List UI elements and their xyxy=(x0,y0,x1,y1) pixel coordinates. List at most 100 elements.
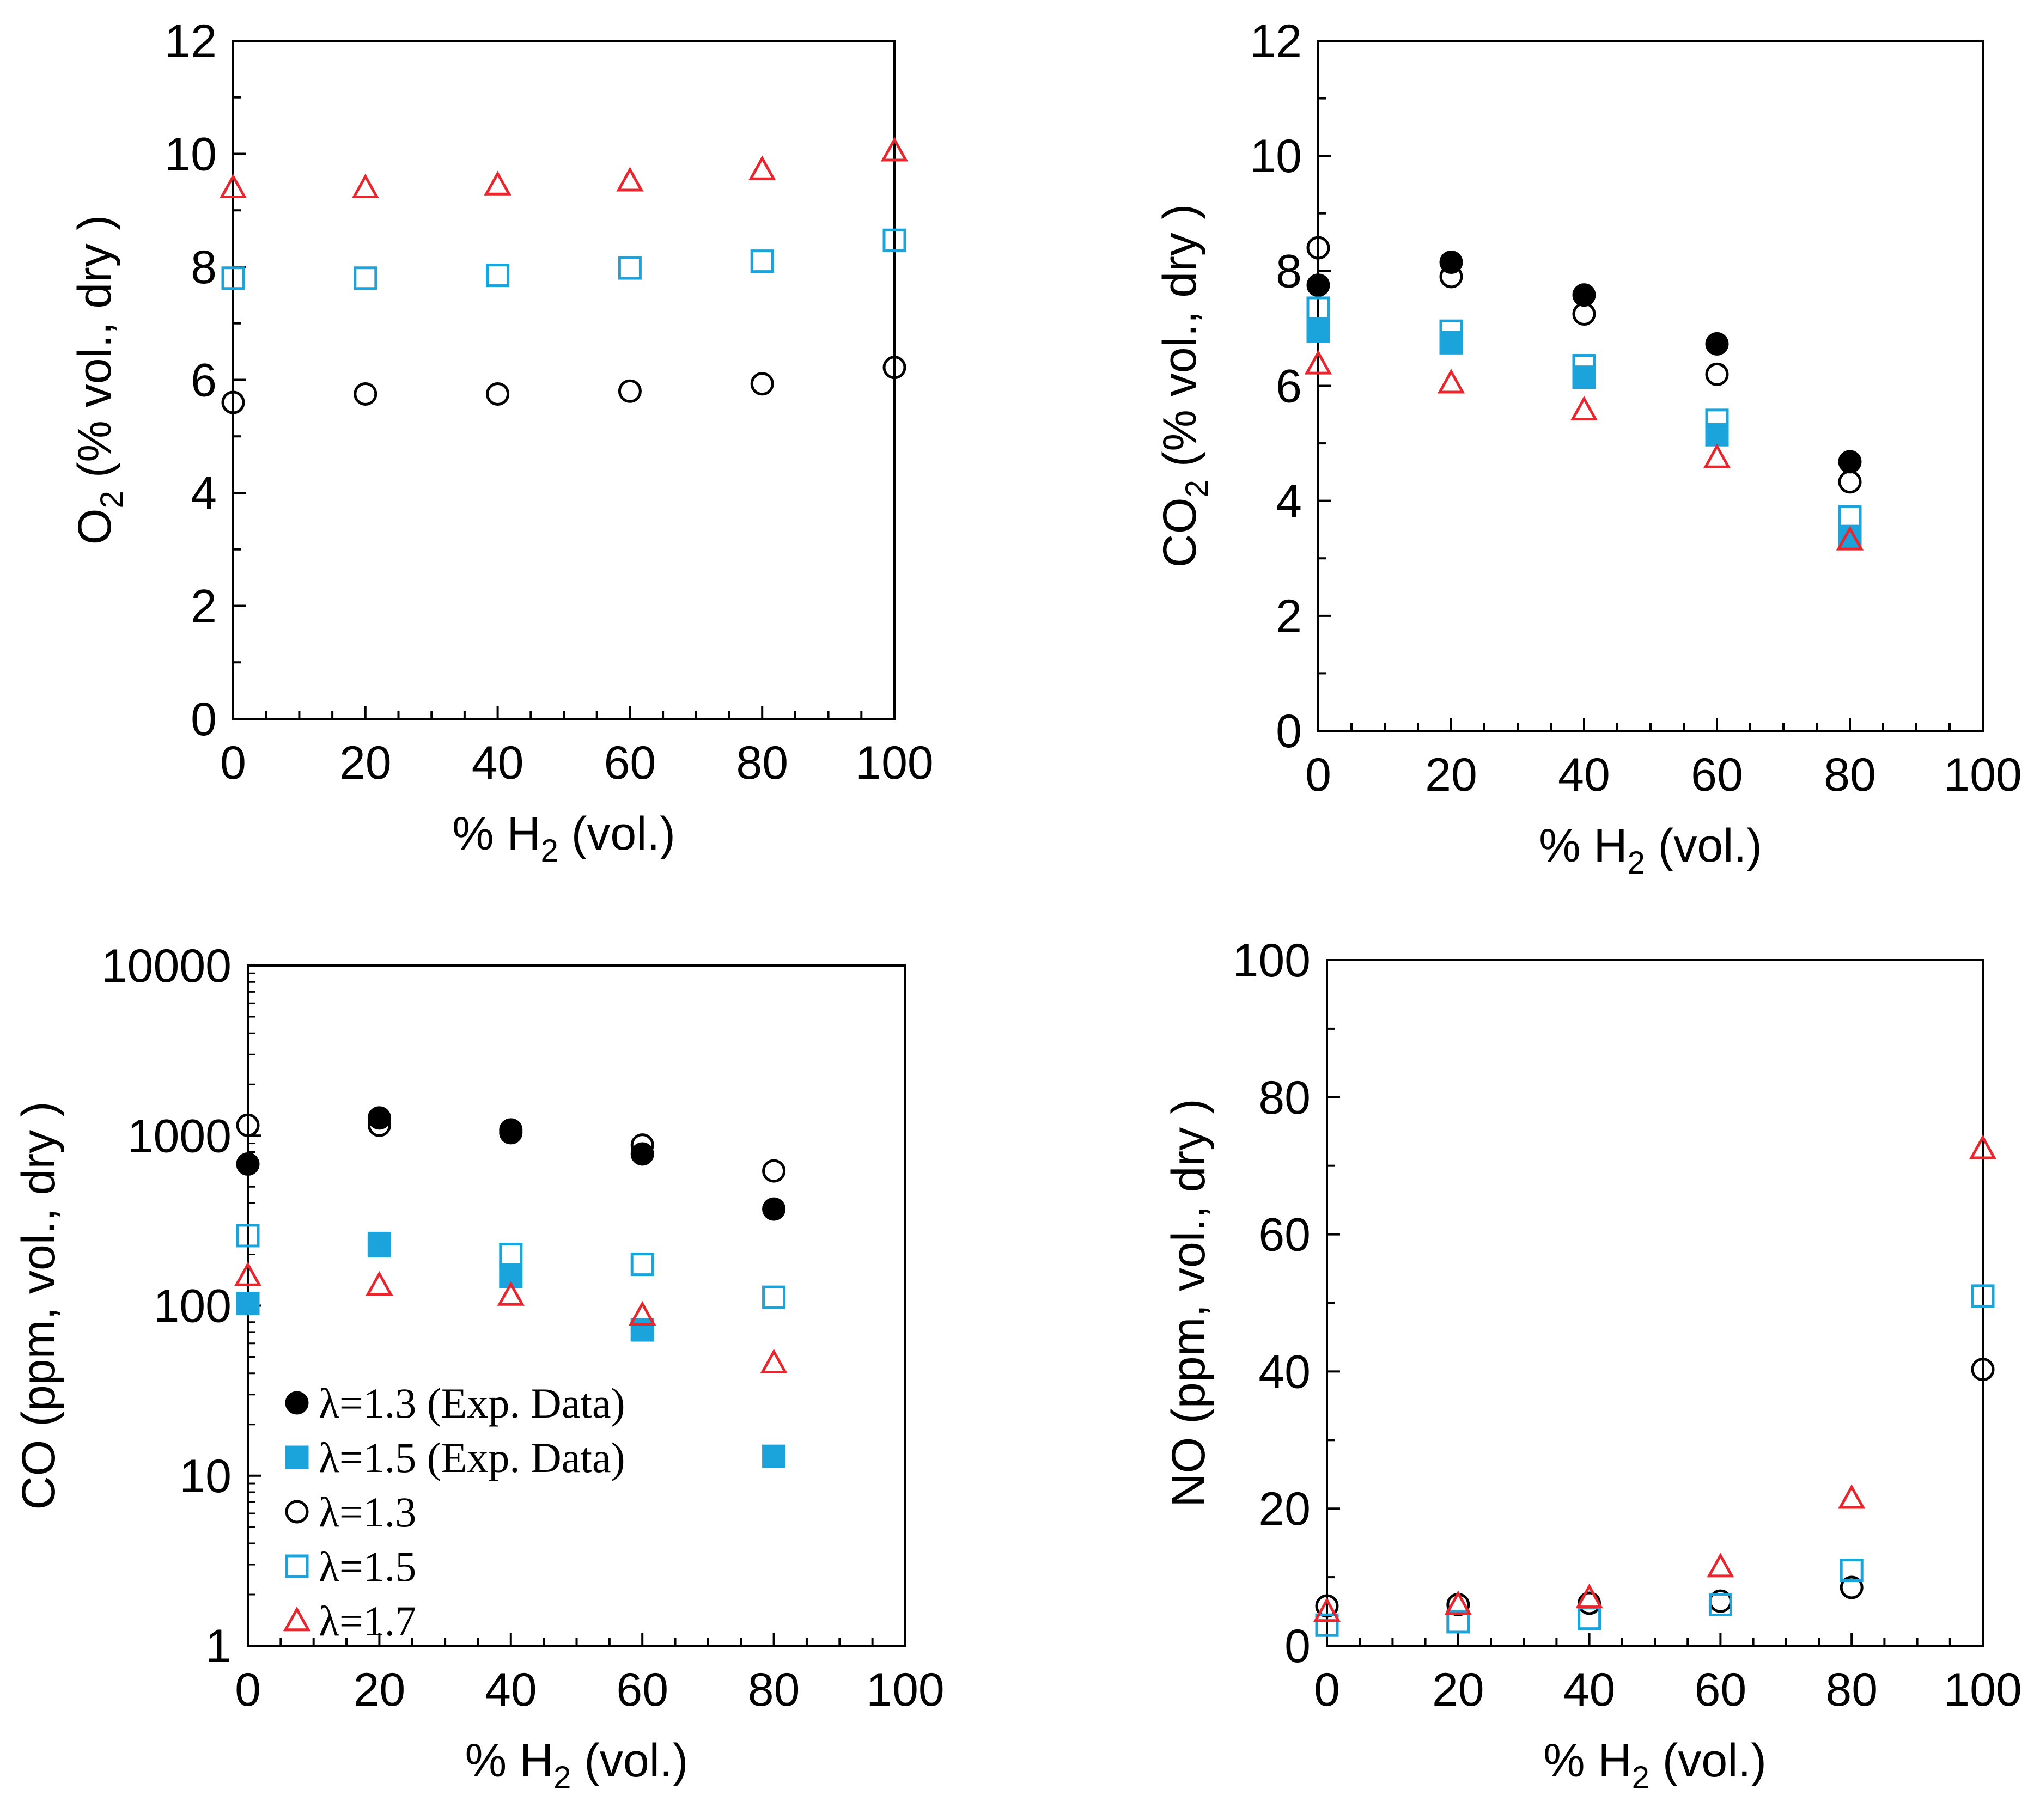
x-tick-label: 60 xyxy=(616,1664,668,1716)
data-point xyxy=(630,1318,654,1342)
y-axis-label: O2 (% vol., dry ) xyxy=(69,215,130,545)
series-open-square xyxy=(236,1224,786,1309)
data-point xyxy=(234,1261,262,1286)
y-tick-label: 2 xyxy=(191,581,217,633)
x-tick-label: 80 xyxy=(1824,749,1876,801)
x-tick-label: 40 xyxy=(485,1664,537,1716)
data-point xyxy=(618,256,642,280)
data-point xyxy=(1437,369,1465,394)
legend-item: λ=1.3 xyxy=(285,1488,416,1536)
x-tick-label: 100 xyxy=(1944,749,2022,801)
data-point xyxy=(750,372,774,396)
data-point xyxy=(1306,319,1330,343)
data-point xyxy=(1971,1358,1995,1382)
y-tick-label: 10 xyxy=(1250,130,1302,182)
y-axis-label: CO (ppm, vol., dry ) xyxy=(13,1101,65,1510)
y-tick-label: 6 xyxy=(1276,361,1302,413)
data-point xyxy=(1705,362,1729,386)
data-point xyxy=(1315,1613,1339,1637)
data-point xyxy=(630,1142,654,1166)
legend-item: λ=1.7 xyxy=(283,1597,416,1645)
data-point xyxy=(1971,1284,1995,1308)
data-point xyxy=(499,1118,523,1142)
data-point xyxy=(1575,1583,1603,1609)
y-tick-label: 6 xyxy=(191,355,217,407)
data-point xyxy=(236,1152,260,1176)
data-point xyxy=(236,1291,260,1315)
data-point xyxy=(1313,1597,1341,1622)
legend-label: λ=1.3 (Exp. Data) xyxy=(319,1379,625,1427)
data-point xyxy=(486,264,510,288)
data-point xyxy=(762,1444,786,1468)
data-point xyxy=(367,1113,391,1137)
y-tick-label: 10000 xyxy=(101,940,232,992)
y-tick-label: 2 xyxy=(1276,590,1302,643)
series-open-circle xyxy=(236,1113,786,1183)
data-point xyxy=(748,155,776,180)
data-point xyxy=(1306,296,1330,320)
x-tick-label: 20 xyxy=(1432,1664,1484,1716)
legend-item: λ=1.5 xyxy=(285,1543,416,1590)
x-tick-label: 0 xyxy=(220,737,246,789)
legend-label: λ=1.7 xyxy=(319,1597,416,1645)
data-point xyxy=(367,1231,391,1255)
y-tick-label: 12 xyxy=(165,15,217,68)
data-point xyxy=(618,379,642,403)
data-point xyxy=(1838,470,1862,494)
data-point xyxy=(236,1224,260,1248)
x-tick-label: 100 xyxy=(1944,1664,2022,1716)
data-point xyxy=(630,1133,654,1157)
x-tick-label: 40 xyxy=(472,737,524,789)
y-tick-label: 0 xyxy=(191,693,217,746)
data-point xyxy=(236,1113,260,1137)
y-tick-label: 4 xyxy=(1276,475,1302,528)
data-point xyxy=(354,266,377,290)
data-point xyxy=(1840,1575,1864,1599)
data-point xyxy=(616,167,644,192)
legend-marker xyxy=(285,1500,309,1524)
data-point xyxy=(497,1281,525,1306)
legend-item: λ=1.5 (Exp. Data) xyxy=(285,1434,625,1481)
x-tick-label: 20 xyxy=(1425,749,1477,801)
data-point xyxy=(1439,265,1463,289)
y-tick-label: 0 xyxy=(1276,705,1302,758)
x-tick-label: 60 xyxy=(1691,749,1743,801)
y-tick-label: 8 xyxy=(1276,245,1302,297)
chart-co2: 0 20 40 60 80 100 0 2 4 6 8 10 12 % H2 (vol.) CO2 (% v… xyxy=(1154,15,2022,881)
data-point xyxy=(1444,1590,1472,1615)
x-tick-label: 100 xyxy=(855,737,934,789)
x-tick-label: 60 xyxy=(604,737,656,789)
x-tick-label: 40 xyxy=(1558,749,1610,801)
data-point xyxy=(1707,1553,1734,1578)
data-point xyxy=(882,356,906,380)
legend: λ=1.3 (Exp. Data) λ=1.5 (Exp. Data) λ=1.3 λ… xyxy=(283,1379,625,1645)
y-tick-label: 12 xyxy=(1250,15,1302,68)
y-tick-label: 80 xyxy=(1258,1072,1311,1124)
data-point xyxy=(762,1197,786,1221)
data-point xyxy=(1306,236,1330,260)
data-point xyxy=(1708,1592,1732,1616)
y-tick-label: 0 xyxy=(1284,1620,1311,1672)
data-point xyxy=(630,1253,654,1277)
x-tick-label: 80 xyxy=(748,1664,800,1716)
series-filled-circle xyxy=(1306,250,1862,474)
legend-marker xyxy=(285,1391,309,1415)
series-open-square xyxy=(1306,296,1862,529)
x-tick-label: 100 xyxy=(866,1664,945,1716)
data-point xyxy=(499,1243,523,1267)
series-open-square xyxy=(221,228,906,290)
data-point xyxy=(1705,423,1729,447)
legend-marker xyxy=(283,1606,311,1632)
data-point xyxy=(760,1348,788,1374)
y-tick-label: 1 xyxy=(205,1620,232,1672)
data-point xyxy=(1572,354,1596,378)
x-tick-label: 0 xyxy=(1314,1664,1340,1716)
data-point xyxy=(219,173,247,198)
data-point xyxy=(1838,1484,1866,1509)
x-tick-label: 80 xyxy=(1825,1664,1878,1716)
x-tick-label: 20 xyxy=(339,737,392,789)
y-tick-label: 100 xyxy=(1233,935,1311,987)
data-point xyxy=(1446,1610,1470,1634)
data-point xyxy=(1703,443,1731,468)
x-tick-label: 20 xyxy=(354,1664,406,1716)
